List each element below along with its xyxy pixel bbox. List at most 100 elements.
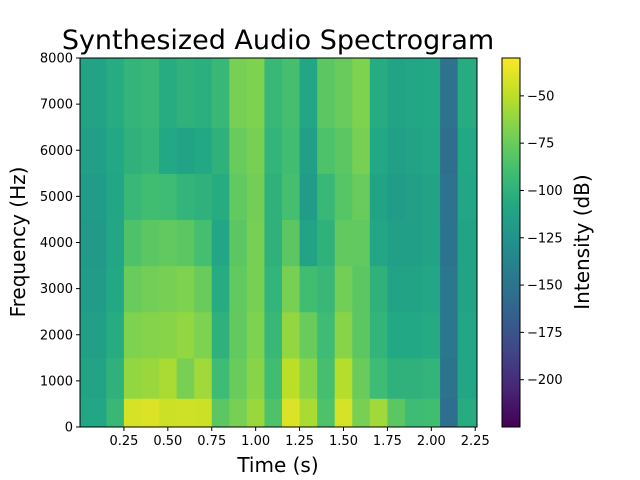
heatmap-cell: [264, 311, 283, 359]
heatmap-cell: [176, 357, 195, 399]
heatmap-cell: [369, 173, 389, 221]
heatmap-cell: [229, 219, 248, 267]
y-axis-label: Frequency (Hz): [6, 167, 30, 318]
heatmap-cell: [141, 265, 160, 313]
heatmap-cell: [229, 357, 248, 399]
heatmap-cell: [404, 127, 424, 174]
heatmap-cell: [80, 219, 107, 267]
x-tick-label: 0.75: [197, 434, 226, 449]
heatmap-cell: [317, 357, 336, 399]
y-tick-label: 4000: [40, 236, 73, 251]
y-tick-label: 3000: [40, 282, 73, 297]
heatmap-cell: [123, 219, 143, 267]
heatmap-cell: [211, 357, 230, 399]
heatmap-cell: [457, 127, 477, 174]
heatmap-cell: [440, 219, 459, 267]
heatmap-cell: [404, 58, 424, 128]
y-tick-label: 8000: [40, 52, 73, 67]
heatmap-cell: [123, 173, 143, 221]
heatmap-cell: [299, 311, 318, 359]
heatmap-cell: [106, 311, 125, 359]
heatmap-cell: [176, 173, 195, 221]
heatmap-cell: [141, 398, 160, 427]
heatmap-cell: [440, 127, 459, 174]
y-tick-label: 5000: [40, 190, 73, 205]
heatmap-cell: [123, 311, 143, 359]
heatmap-cell: [334, 311, 353, 359]
heatmap-cell: [159, 219, 178, 267]
heatmap-cell: [194, 265, 213, 313]
heatmap-cell: [282, 58, 301, 128]
colorbar-tick-label: −50: [527, 89, 554, 104]
heatmap-cell: [106, 357, 125, 399]
x-axis-label: Time (s): [236, 453, 318, 477]
heatmap-cell: [422, 265, 441, 313]
heatmap-cell: [80, 173, 107, 221]
heatmap-cell: [159, 173, 178, 221]
heatmap-cell: [141, 173, 160, 221]
y-tick-label: 1000: [40, 374, 73, 389]
heatmap-cell: [229, 173, 248, 221]
x-tick-label: 0.50: [153, 434, 182, 449]
heatmap-cell: [106, 58, 125, 128]
heatmap-cell: [440, 265, 459, 313]
heatmap-cell: [211, 398, 230, 427]
heatmap-cell: [352, 311, 371, 359]
y-tick-label: 2000: [40, 328, 73, 343]
heatmap-cell: [440, 398, 459, 427]
heatmap-cell: [264, 357, 283, 399]
heatmap-cell: [141, 311, 160, 359]
heatmap-cell: [211, 173, 230, 221]
heatmap-cell: [282, 398, 301, 427]
heatmap-cell: [404, 265, 424, 313]
colorbar-label: Intensity (dB): [570, 174, 594, 309]
heatmap-cell: [404, 398, 424, 427]
heatmap-cell: [80, 398, 107, 427]
heatmap-cell: [123, 357, 143, 399]
heatmap-cell: [440, 311, 459, 359]
heatmap-cell: [159, 265, 178, 313]
heatmap-cell: [352, 398, 371, 427]
heatmap-cell: [246, 357, 266, 399]
heatmap-cell: [422, 357, 441, 399]
heatmap-cell: [141, 58, 160, 128]
heatmap-cell: [264, 127, 283, 174]
heatmap-cell: [352, 357, 371, 399]
colorbar-tick-label: −75: [527, 137, 554, 152]
heatmap-cell: [282, 311, 301, 359]
heatmap-cell: [80, 357, 107, 399]
heatmap-cell: [282, 173, 301, 221]
heatmap-cell: [123, 58, 143, 128]
heatmap-cell: [194, 173, 213, 221]
heatmap-cell: [352, 58, 371, 128]
heatmap-cell: [457, 173, 477, 221]
heatmap-cell: [422, 127, 441, 174]
colorbar-tick-label: −175: [527, 326, 563, 341]
heatmap-cell: [194, 219, 213, 267]
heatmap-cell: [194, 311, 213, 359]
heatmap-cell: [106, 127, 125, 174]
heatmap-cell: [299, 173, 318, 221]
heatmap-cell: [334, 173, 353, 221]
heatmap-cell: [352, 219, 371, 267]
heatmap-cell: [176, 127, 195, 174]
heatmap-cell: [159, 58, 178, 128]
heatmap-cell: [369, 219, 389, 267]
heatmap-cell: [246, 173, 266, 221]
heatmap-cell: [317, 219, 336, 267]
heatmap-cell: [299, 265, 318, 313]
heatmap-cell: [334, 58, 353, 128]
heatmap-cell: [229, 265, 248, 313]
heatmap-cell: [176, 58, 195, 128]
heatmap-cell: [387, 265, 406, 313]
heatmap-cell: [80, 127, 107, 174]
heatmap-cell: [282, 265, 301, 313]
colorbar-tick-label: −100: [527, 184, 563, 199]
heatmap-cell: [299, 219, 318, 267]
colorbar-tick-label: −200: [527, 373, 563, 388]
heatmap-cell: [264, 58, 283, 128]
heatmap-cell: [387, 357, 406, 399]
heatmap-cell: [246, 398, 266, 427]
heatmap-cell: [422, 58, 441, 128]
